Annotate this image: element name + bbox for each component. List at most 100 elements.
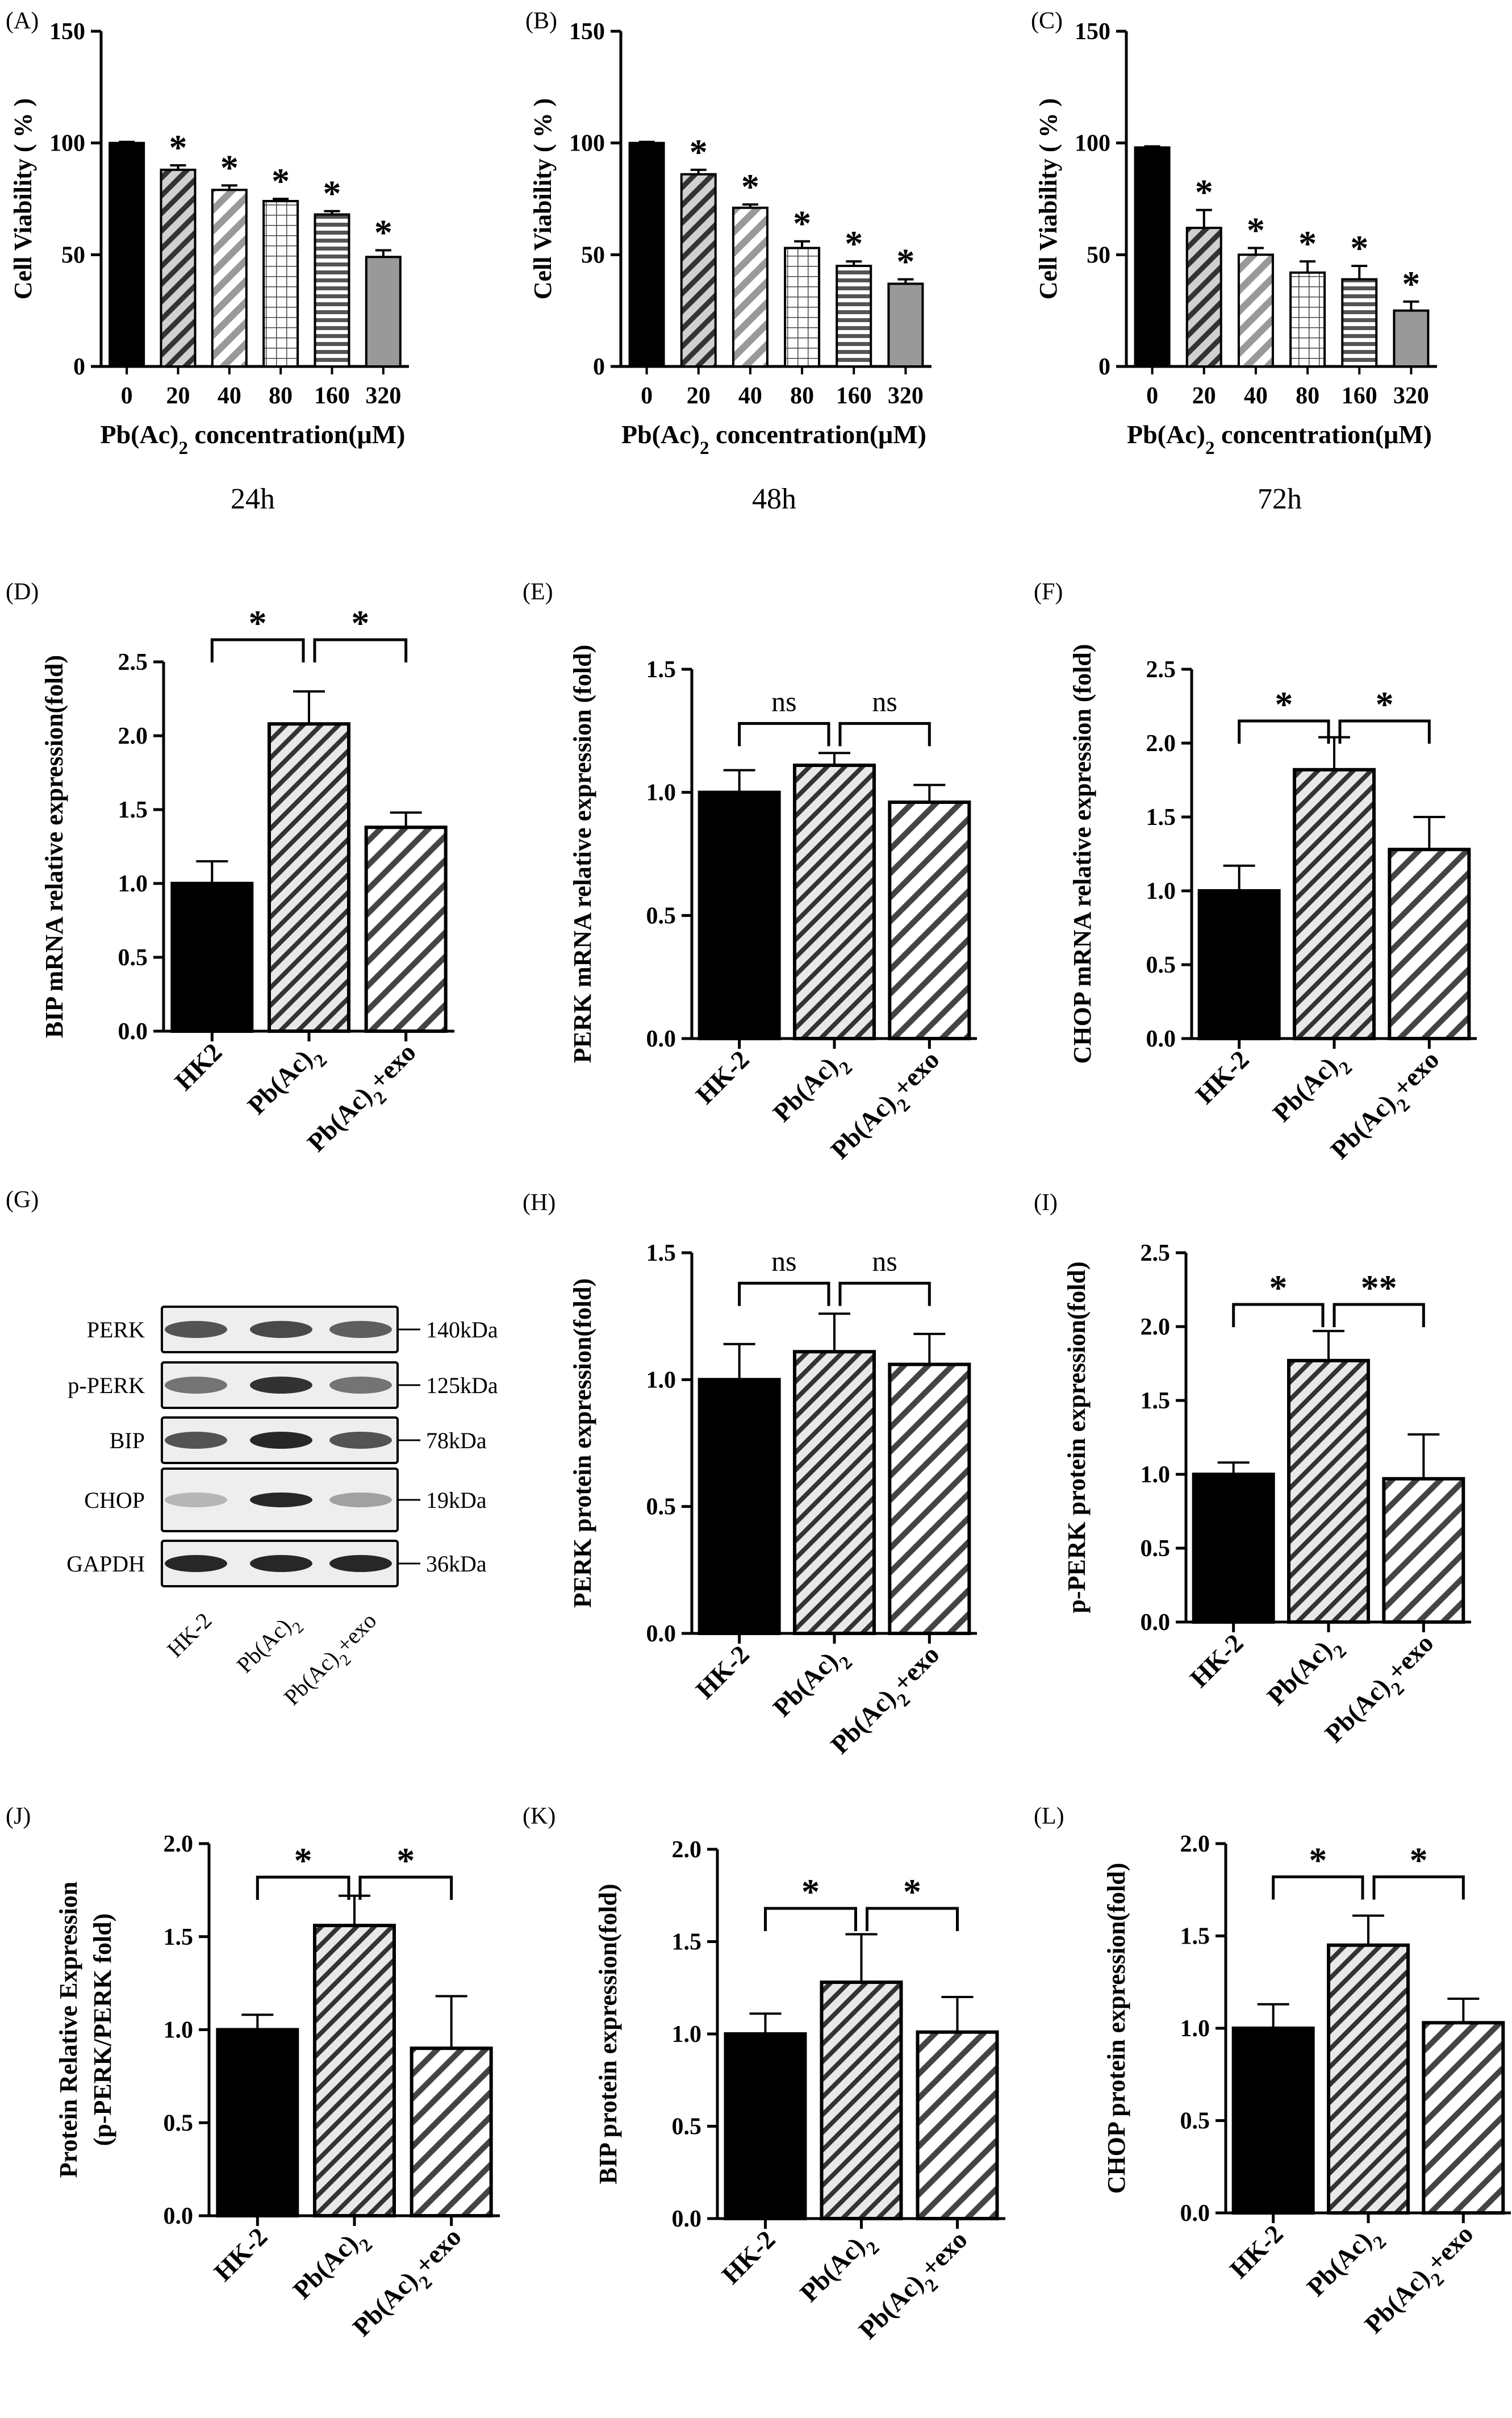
protein-label: p-PERK	[68, 1373, 145, 1398]
time-label: 24h	[231, 483, 275, 515]
panel-label: (I)	[1034, 1190, 1058, 1216]
bar	[888, 801, 971, 1040]
significance-bracket	[1272, 1875, 1364, 1900]
x-tick-label: HK-2	[690, 1640, 755, 1704]
y-tick-label: 1.5	[1141, 1388, 1171, 1414]
y-tick-label: 2.5	[1146, 657, 1176, 683]
bar	[1293, 768, 1376, 1041]
y-tick-label: 0.0	[646, 1621, 676, 1647]
y-tick-label: 2.0	[672, 1837, 702, 1863]
y-tick-label: 150	[49, 19, 85, 45]
protein-label: BIP	[110, 1428, 145, 1453]
panel-label: (B)	[525, 8, 557, 34]
y-tick-label: 2.5	[1141, 1240, 1171, 1266]
blot-band	[329, 1432, 392, 1449]
x-tick-label: 0	[121, 383, 133, 409]
significance-marker: *	[1269, 1268, 1287, 1308]
y-tick-label: 0.5	[672, 2114, 702, 2140]
y-axis-label: Cell Viability ( % )	[529, 98, 557, 299]
bar	[1192, 1473, 1275, 1624]
significance-marker: *	[903, 1871, 921, 1912]
x-tick-label: Pb(Ac)2	[1301, 2219, 1390, 2308]
y-tick-label: 50	[581, 242, 605, 268]
x-tick-label: Pb(Ac)2	[1267, 1045, 1356, 1134]
x-tick-label: 320	[365, 383, 401, 409]
bar	[888, 1362, 971, 1636]
significance-marker: *	[1275, 684, 1293, 724]
y-tick-label: 0	[73, 354, 85, 380]
bar	[916, 2030, 999, 2220]
x-tick-label: 40	[1244, 383, 1268, 409]
significance-marker: *	[1376, 684, 1394, 724]
y-tick-label: 1.0	[646, 780, 676, 806]
blot-band	[250, 1321, 312, 1338]
y-axis-label: BIP mRNA relative expression(fold)	[40, 655, 68, 1038]
bar	[820, 1981, 903, 2220]
blot-band	[165, 1321, 227, 1338]
y-tick-label: 150	[1075, 19, 1110, 45]
y-tick-label: 1.5	[672, 1929, 702, 1956]
significance-marker: *	[1247, 210, 1265, 251]
significance-bracket	[1338, 719, 1431, 744]
significance-marker: *	[374, 212, 392, 252]
panel-label: (L)	[1034, 1803, 1064, 1829]
y-tick-label: 0	[1099, 354, 1110, 380]
x-tick-label: 0	[1146, 383, 1158, 409]
significance-marker: ns	[771, 685, 796, 717]
blot-band	[329, 1377, 392, 1394]
bar	[724, 2032, 807, 2220]
significance-bracket	[256, 1875, 350, 1900]
chart-panel-e: (E) 0.0 0.5 1.0 1.5 PERK mRNA relative expres…	[523, 579, 977, 1165]
x-tick-label: Pb(Ac)2	[767, 1640, 857, 1729]
x-tick-label: 80	[269, 383, 293, 409]
blot-band	[250, 1555, 312, 1572]
y-axis-label: p-PERK protein expression(fold)	[1063, 1261, 1091, 1613]
chart-panel-b: (B) 0 50 100 150 Cell Viability ( % ) * * * * * 0 20…	[525, 8, 932, 515]
y-tick-label: 0.0	[118, 1019, 148, 1045]
blot-band	[250, 1432, 312, 1449]
bar	[1327, 1943, 1410, 2215]
x-tick-label: 80	[1296, 383, 1319, 409]
y-tick-label: 0.5	[646, 1494, 676, 1520]
y-axis-label: PERK mRNA relative expression (fold)	[569, 645, 596, 1064]
y-tick-label: 100	[1075, 131, 1110, 157]
significance-marker: *	[741, 166, 759, 207]
panel-label: (D)	[6, 579, 39, 605]
blot-band	[329, 1321, 392, 1338]
x-tick-label: 40	[218, 383, 241, 409]
x-tick-label: HK-2	[1184, 1628, 1249, 1693]
chart-panel-k: (K) 0.0 0.5 1.0 1.5 2.0 BIP protein expression…	[523, 1803, 1005, 2345]
chart-panel-i: (I) 0.0 0.5 1.0 1.5 2.0 2.5 p-PERK protein expr…	[1034, 1190, 1471, 1748]
bar	[211, 189, 248, 368]
x-tick-label: 320	[1393, 383, 1429, 409]
y-tick-label: 2.0	[164, 1831, 194, 1857]
bar	[784, 247, 821, 368]
significance-marker: *	[396, 1840, 415, 1881]
significance-marker: *	[323, 173, 341, 214]
y-axis-label: (p-PERK/PERK fold)	[89, 1913, 116, 2146]
y-tick-label: 100	[49, 131, 85, 157]
bar	[1388, 848, 1471, 1040]
y-tick-label: 1.5	[1180, 1924, 1210, 1950]
bar	[1231, 2027, 1315, 2215]
x-tick-label: HK-2	[690, 1045, 755, 1110]
panel-label: (J)	[6, 1803, 31, 1829]
y-tick-label: 2.0	[118, 723, 148, 749]
y-tick-label: 1.5	[646, 1240, 676, 1266]
panel-label: (C)	[1031, 8, 1063, 34]
x-axis-label: Pb(Ac)2 concentration(μM)	[1127, 420, 1432, 458]
x-tick-label: Pb(Ac)2	[767, 1045, 857, 1134]
significance-marker: *	[1402, 264, 1420, 304]
y-axis-label: Protein Relative Expression	[55, 1882, 82, 2178]
y-tick-label: 1.0	[118, 871, 148, 897]
y-tick-label: 50	[1087, 242, 1110, 268]
bar	[697, 1378, 781, 1635]
blot-band	[165, 1555, 227, 1572]
significance-marker: **	[1361, 1268, 1397, 1308]
x-tick-label: Pb(Ac)2	[287, 2222, 377, 2311]
significance-marker: ns	[771, 1245, 796, 1277]
x-tick-label: 320	[888, 383, 924, 409]
y-tick-label: 50	[61, 242, 85, 268]
bar	[160, 168, 197, 368]
y-tick-label: 150	[569, 19, 605, 45]
